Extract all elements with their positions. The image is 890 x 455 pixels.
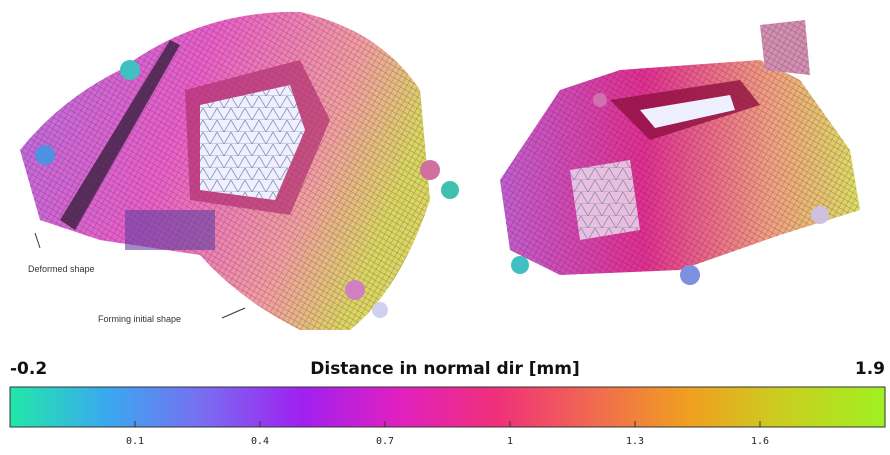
- arrow: [221, 307, 246, 319]
- annotation: Forming initial shape: [98, 314, 181, 324]
- colorbar-title: Distance in normal dir [mm]: [310, 359, 580, 379]
- arrow: [34, 232, 41, 249]
- tick-label: 0.1: [126, 436, 144, 447]
- right-mesh: [500, 20, 860, 285]
- annotation: Deformed shape: [28, 264, 95, 274]
- annotations: Deformed shape Forming initial shape: [28, 232, 246, 324]
- tick-label: 0.7: [376, 436, 394, 447]
- colorbar-max-label: 1.9: [855, 359, 885, 379]
- tick-label: 1.3: [626, 436, 644, 447]
- tick-label: 1: [507, 436, 513, 447]
- colorbar-min-label: -0.2: [10, 359, 47, 379]
- tick-label: 0.4: [251, 436, 269, 447]
- colorbar: [9, 386, 886, 428]
- tick-label: 1.6: [751, 436, 769, 447]
- left-mesh: [20, 11, 459, 330]
